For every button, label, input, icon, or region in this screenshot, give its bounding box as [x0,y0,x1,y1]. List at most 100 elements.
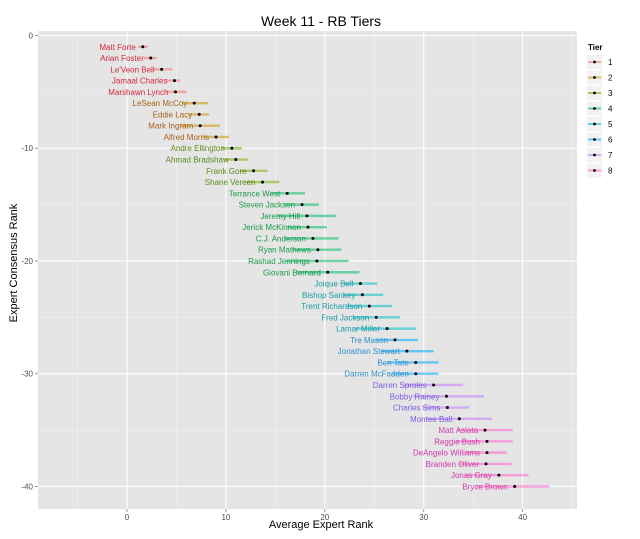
data-point [432,383,436,387]
player-label: LeSean McCoy [133,99,188,108]
data-point [141,45,145,49]
data-point [374,315,378,319]
data-point [414,360,418,364]
y-tick-label: -10 [21,144,33,153]
legend-key-point [593,122,596,126]
legend-key-point [593,60,596,64]
player-label: Joique Bell [314,280,353,289]
player-label: Matt Forte [99,43,136,52]
data-point [326,270,330,274]
data-point [485,451,489,455]
data-point [385,327,389,331]
player-label: Marshawn Lynch [108,88,168,97]
player-label: Mark Ingram [148,122,193,131]
legend-key-point [593,107,596,110]
legend-key-point [593,91,596,95]
y-axis-title: Expert Consensus Rank [8,203,20,322]
data-point [393,338,397,342]
legend-title: Tier [588,43,603,52]
player-label: Ahmad Bradshaw [166,156,229,165]
x-tick-label: 20 [320,513,329,522]
grid-major [38,31,577,509]
legend-label: 2 [608,74,613,83]
player-label: Bishop Sankey [302,291,355,300]
x-tick-label: 0 [125,513,130,522]
data-point [311,236,315,240]
data-points [141,45,517,488]
legend-label: 5 [608,120,613,129]
player-label: Steven Jackson [239,201,295,210]
legend-label: 6 [608,136,613,145]
data-point [192,101,196,105]
data-point [160,67,164,71]
data-point [457,417,461,421]
data-point [173,90,177,94]
player-label: Bobby Rainey [390,392,440,401]
data-point [360,293,364,297]
player-label: Darren McFadden [344,370,408,379]
data-point [305,214,309,218]
y-tick-label: -40 [21,482,33,491]
player-label: Reggie Bush [434,437,480,446]
data-point [230,146,234,150]
player-label: Eddie Lacy [153,110,193,119]
legend-label: 3 [608,89,613,98]
legend-label: 8 [608,167,613,176]
y-tick-label: -30 [21,370,33,379]
player-label: Jerick McKinnon [242,223,301,232]
legend-key-point [593,76,596,79]
player-label: Montee Ball [410,415,452,424]
legend-key-point [593,153,596,157]
y-tick-label: 0 [29,32,34,41]
data-point [261,180,265,184]
data-point [252,169,256,173]
player-label: Ryan Mathews [258,246,311,255]
data-point [316,248,320,252]
player-label: Arian Foster [100,54,144,63]
data-point [414,372,418,376]
data-point [405,349,409,353]
x-axis: 0 10 20 30 40 [125,509,528,522]
player-label: Frank Gore [206,167,247,176]
x-tick-label: 30 [419,513,428,522]
player-label: Matt Asiata [438,426,478,435]
player-label: Darren Sproles [373,381,427,390]
legend-items: 1 2 3 4 5 6 7 8 [587,55,613,178]
player-label: Jonas Gray [451,471,492,480]
data-point [444,394,448,398]
player-label: Le'Veon Bell [110,65,154,74]
legend: Tier 1 2 3 4 5 6 7 8 [581,36,628,178]
y-tick-label: -20 [21,257,33,266]
player-labels: Matt Forte Arian Foster Le'Veon Bell Jamaal… [99,43,507,492]
x-tick-label: 40 [518,513,527,522]
player-label: Andre Ellington [171,144,225,153]
y-axis: 0 -10 -20 -30 -40 [21,32,38,491]
data-point [300,203,304,207]
data-point [513,484,517,488]
data-point [149,56,153,60]
data-point [306,225,310,229]
player-label: Lamar Miller [336,325,380,334]
player-label: DeAngelo Williams [413,449,480,458]
player-label: Jeremy Hill [260,212,300,221]
player-label: Jamaal Charles [112,77,168,86]
data-point [197,112,201,116]
legend-key-point [593,169,596,172]
data-point [172,79,176,83]
player-label: Tre Mason [350,336,388,345]
legend-label: 7 [608,151,613,160]
chart-title: Week 11 - RB Tiers [261,13,381,29]
player-label: Terrance West [229,189,281,198]
data-point [234,158,238,162]
data-point [483,428,487,432]
legend-key-point [593,138,596,141]
player-label: Shane Vereen [205,178,256,187]
data-point [367,304,371,308]
data-point [485,439,489,443]
x-tick-label: 10 [221,513,230,522]
data-point [358,282,362,286]
data-point [484,462,488,466]
player-label: Ben Tate [377,358,409,367]
data-point [285,191,289,195]
